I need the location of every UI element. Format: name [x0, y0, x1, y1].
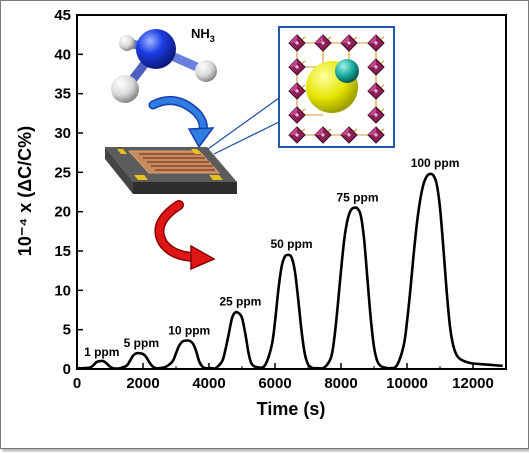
annotations: 1 ppm 5 ppm 10 ppm 25 ppm 50 ppm 75 ppm 100 pp… [84, 156, 459, 359]
y-tick-label: 25 [54, 164, 71, 181]
concentration-label: 75 ppm [336, 191, 378, 205]
sensor-chip-illustration [105, 147, 237, 194]
x-tick-label: 6000 [258, 375, 291, 392]
x-tick-label: 8000 [324, 375, 357, 392]
concentration-label: 25 ppm [219, 294, 261, 308]
plot-area [76, 14, 507, 370]
concentration-label: 100 ppm [411, 156, 460, 170]
x-axis-ticks: 0 2000 4000 6000 8000 10000 12000 [73, 363, 494, 392]
y-tick-label: 35 [54, 86, 71, 103]
y-tick-label: 10 [54, 282, 71, 299]
y-tick-label: 40 [54, 46, 71, 63]
concentration-label: 5 ppm [124, 336, 159, 350]
inset-pointer-line [213, 120, 282, 155]
y-tick-label: 5 [63, 322, 71, 339]
x-axis-title: Time (s) [257, 399, 326, 419]
y-tick-label: 20 [54, 204, 71, 221]
y-axis-ticks: 0 5 10 15 20 25 30 35 40 45 [54, 7, 83, 378]
concentration-label: 50 ppm [270, 237, 312, 251]
ammonia-molecule-illustration [111, 29, 217, 103]
y-tick-label: 15 [54, 243, 71, 260]
concentration-label: 10 ppm [168, 324, 210, 338]
x-tick-label: 2000 [126, 375, 159, 392]
x-tick-label: 0 [73, 375, 81, 392]
x-tick-label: 10000 [386, 375, 428, 392]
inset-pointer-line [207, 97, 280, 150]
crystal-structure-inset [278, 26, 395, 148]
x-tick-label: 12000 [452, 375, 494, 392]
y-tick-label: 45 [54, 7, 71, 24]
y-tick-label: 30 [54, 125, 71, 142]
ammonia-label: NH3 [191, 26, 215, 44]
x-tick-label: 4000 [192, 375, 225, 392]
series-line [76, 172, 503, 371]
y-axis-title: 10⁻⁴ x (ΔC/C%) [15, 126, 35, 256]
y-tick-label: 0 [63, 361, 71, 378]
concentration-label: 1 ppm [84, 345, 119, 359]
blue-arrow-icon [148, 96, 215, 149]
red-arrow-icon [154, 200, 216, 271]
